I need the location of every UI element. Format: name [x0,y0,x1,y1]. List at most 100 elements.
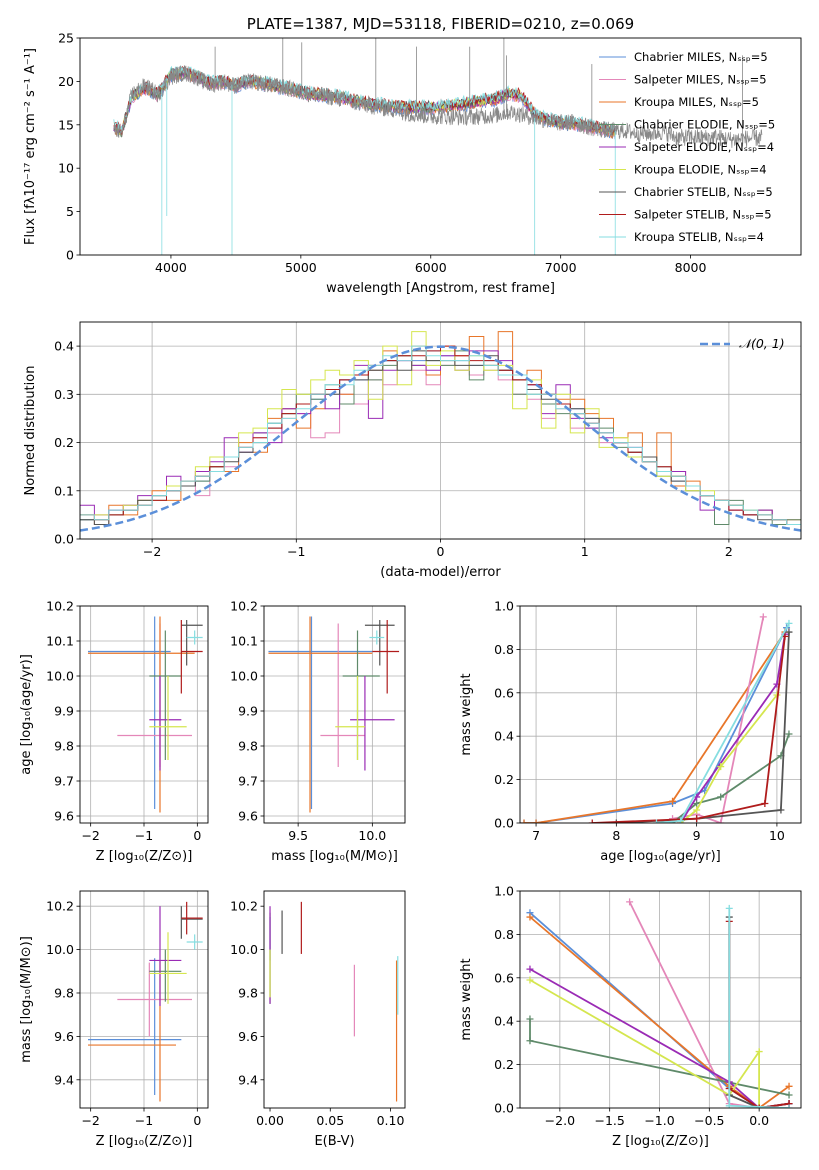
y-tick-label: 0.0 [54,532,74,547]
x-tick-label: 0 [437,544,445,559]
y-tick-label: 5 [66,204,74,219]
mass-weight-point [717,763,725,771]
y-tick-label: 9.6 [54,809,74,824]
y-tick-label: 0.4 [494,1014,514,1029]
legend-entry: Chabrier ELODIE, Nₛₛₚ=5 [634,118,775,132]
y-tick-label: 10.1 [46,634,74,649]
normal-curve [80,345,801,532]
y-tick-label: 9.6 [238,809,258,824]
y-tick-label: 25 [58,31,74,46]
age-vs-z-frame [79,605,209,824]
x-tick-label: −2 [81,1113,99,1128]
x-tick-label: −1 [135,828,153,843]
y-tick-label: 9.4 [54,1072,74,1087]
y-tick-label: 10.2 [46,599,74,614]
legend-entry: Kroupa MILES, Nₛₛₚ=5 [634,95,759,109]
mass-weight-point [532,819,540,823]
mass-weight-point [717,819,725,823]
mass-weight-point [588,819,596,823]
y-tick-label: 0.8 [494,927,514,942]
mass-weight-point [785,1091,793,1099]
mass-vs-ebv-frame [263,890,406,1109]
y-tick-label: 0.0 [494,816,514,831]
x-tick-label: 8000 [675,260,707,275]
x-axis-label: age [log₁₀(age/yr)] [600,849,721,864]
mass-weight-point [755,1104,763,1108]
legend-entry: Kroupa STELIB, Nₛₛₚ=4 [634,230,764,244]
y-tick-label: 0.1 [54,483,74,498]
x-tick-label: 9.5 [288,828,308,843]
y-axis-label: mass [log₁₀(M/M⊙)] [19,936,34,1063]
y-tick-label: 10.2 [46,899,74,914]
mass-weight-point [785,1082,793,1090]
legend-entry: 𝒩(0, 1) [739,336,785,351]
mass-weight-series [592,636,786,823]
y-tick-label: 10.0 [46,942,74,957]
y-tick-label: 20 [58,74,74,89]
residuals-legend: 𝒩(0, 1) [700,336,785,351]
mass-weight-series [529,916,790,1108]
y-tick-label: 0.0 [494,1101,514,1116]
mass-weight-vs-age-plot-area [520,613,793,823]
mass-weight-series [680,694,778,823]
y-tick-label: 9.8 [238,985,258,1000]
mass-weight-point [777,806,785,814]
x-tick-label: −1 [135,1113,153,1128]
legend-entry: Salpeter ELODIE, Nₛₛₚ=4 [634,140,774,154]
mass-vs-z-plot-area [88,901,203,1102]
mass-weight-point [725,904,733,912]
y-tick-label: 10 [58,161,74,176]
mass-weight-point [526,1037,534,1045]
mass-weight-point [755,1048,763,1056]
x-axis-label: (data-model)/error [380,565,501,580]
residuals-plot-area [80,331,801,539]
legend-entry: Salpeter MILES, Nₛₛₚ=5 [634,73,767,87]
y-tick-label: 0.2 [54,435,74,450]
y-tick-label: 9.9 [238,704,258,719]
x-tick-label: 0 [193,828,201,843]
y-tick-label: 0.4 [54,339,74,354]
y-tick-label: 10.0 [230,669,258,684]
y-tick-label: 0.8 [494,642,514,657]
residuals-frame [79,321,802,540]
y-axis-label: Normed distribution [23,366,38,496]
x-tick-label: −2 [81,828,99,843]
mass-weight-point [693,799,701,807]
mass-weight-series [656,622,790,823]
x-tick-label: −2.0 [545,1113,575,1128]
y-tick-label: 10.2 [230,899,258,914]
mass-weight-point [526,1015,534,1023]
y-tick-label: 9.8 [238,739,258,754]
x-tick-label: −0.5 [694,1113,724,1128]
x-axis-label: Z [log₁₀(Z/Z⊙)] [96,1134,193,1149]
y-tick-label: 9.6 [54,1029,74,1044]
x-tick-label: 10 [769,828,785,843]
y-tick-label: 0.4 [494,729,514,744]
x-tick-label: −1.5 [595,1113,625,1128]
y-tick-label: 9.4 [238,1072,258,1087]
spectrum-axes: 4000 5000 6000 7000 8000 0 5 10 15 20 25 wavelength… [23,15,707,296]
y-tick-label: 9.7 [54,774,74,789]
x-tick-label: 9 [693,828,701,843]
mass-weight-vs-age-axes: 7 8 9 10 0.0 0.2 0.4 0.6 0.8 1.0 age [log₁₀(age/yr… [459,599,801,864]
mass-weight-point [526,976,534,984]
y-axis-label: mass weight [459,958,474,1040]
x-tick-label: 0.05 [316,1113,344,1128]
mass-weight-point [526,965,534,973]
y-tick-label: 15 [58,117,74,132]
x-tick-label: 4000 [155,260,187,275]
x-tick-label: 2 [725,544,733,559]
mass-weight-vs-z-frame [519,890,802,1109]
mass-weight-point [652,819,660,823]
y-tick-label: 0.2 [494,772,514,787]
mass-weight-point [626,898,634,906]
y-tick-label: 9.8 [54,739,74,754]
mass-weight-point [717,793,725,801]
y-tick-label: 9.6 [238,1029,258,1044]
mass-vs-z-frame [79,890,209,1109]
mass-weight-series [524,631,786,823]
y-axis-label: mass weight [459,673,474,755]
x-axis-label: mass [log₁₀(M/M⊙)] [271,849,398,864]
mass-weight-series [679,634,786,823]
